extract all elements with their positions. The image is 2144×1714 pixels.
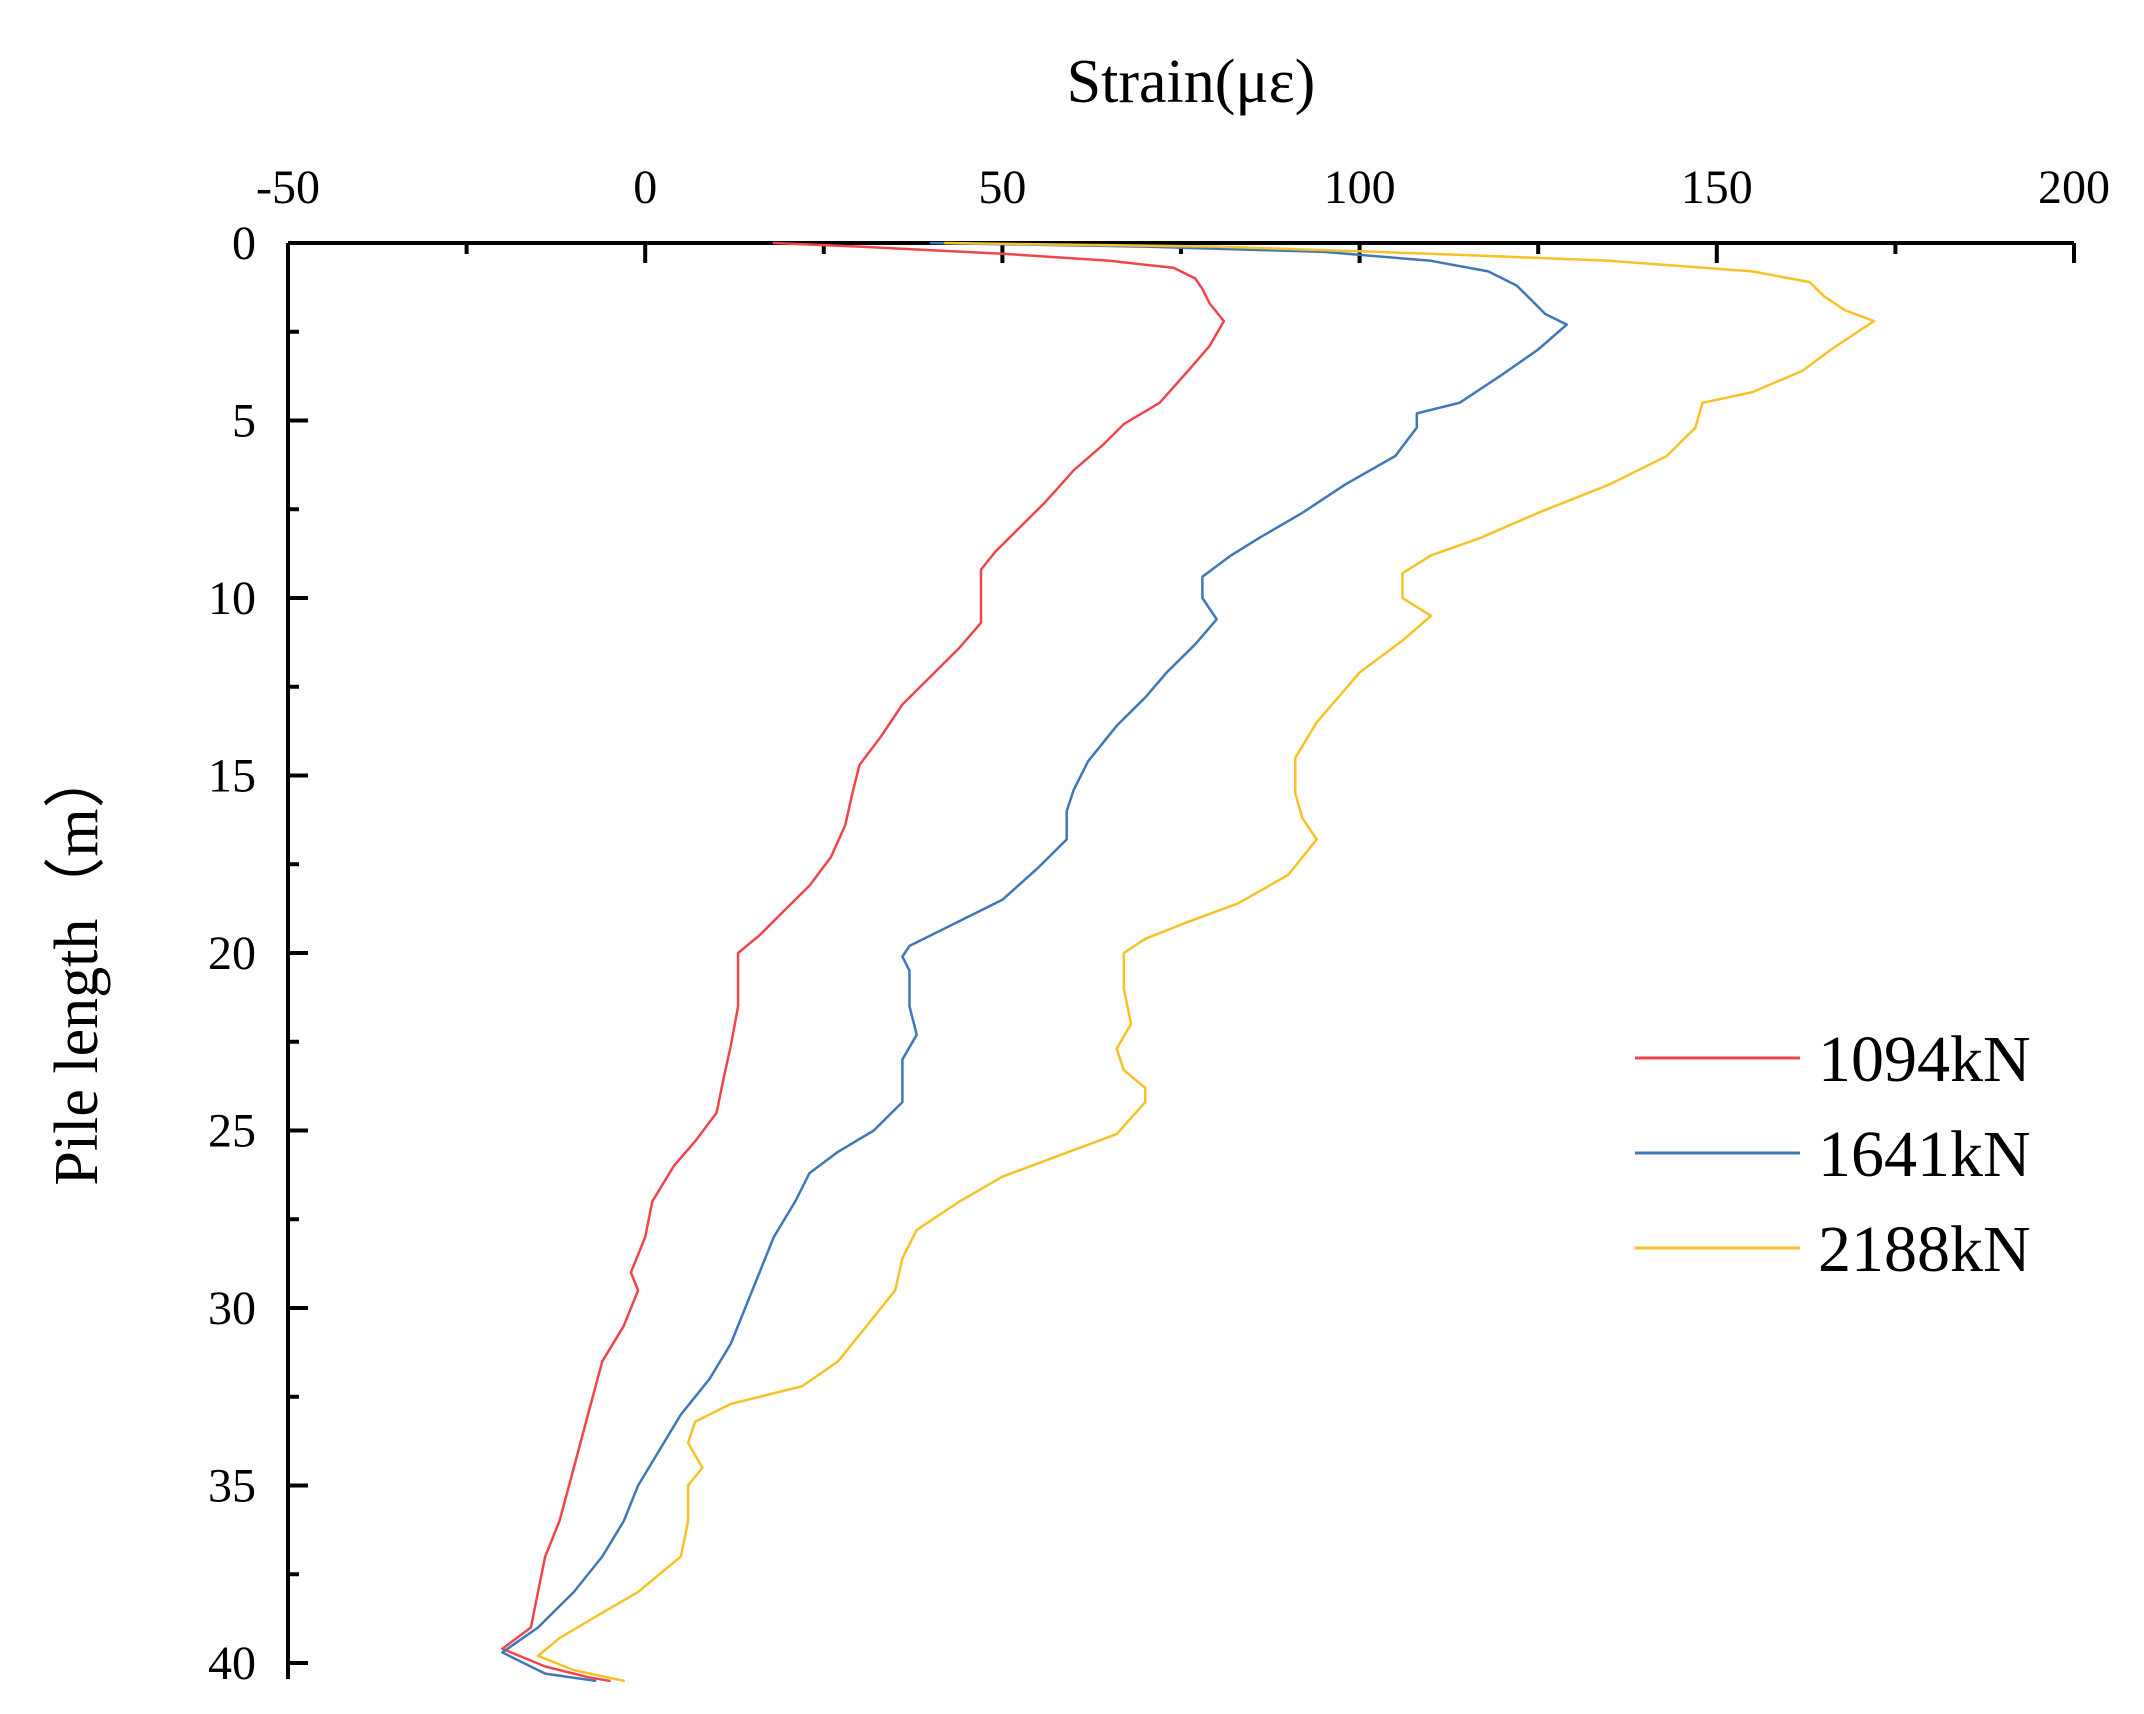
x-tick-label: 50	[978, 161, 1026, 214]
y-tick-label: 20	[208, 927, 256, 980]
legend-label-1094kN: 1094kN	[1818, 1023, 2031, 1096]
x-tick-label: -50	[256, 161, 320, 214]
legend-label-1641kN: 1641kN	[1818, 1118, 2031, 1191]
legend-label-2188kN: 2188kN	[1818, 1213, 2031, 1286]
y-tick-label: 15	[208, 750, 256, 803]
x-axis-title: Strain(με)	[1067, 48, 1316, 116]
y-tick-label: 25	[208, 1105, 256, 1158]
y-tick-label: 10	[208, 572, 256, 625]
series-line-1641kN	[501, 241, 1569, 1683]
y-tick-label: 35	[208, 1460, 256, 1513]
x-tick-label: 200	[2038, 161, 2110, 214]
y-tick-label: 5	[232, 395, 256, 448]
x-tick-label: 150	[1681, 161, 1753, 214]
y-tick-label: 0	[232, 217, 256, 270]
x-tick-label: 0	[633, 161, 657, 214]
y-tick-label: 30	[208, 1282, 256, 1335]
series-layer	[501, 241, 1876, 1683]
series-line-2188kN	[536, 241, 1876, 1683]
series-line-1094kN	[501, 241, 1226, 1683]
x-tick-label: 100	[1324, 161, 1396, 214]
y-axis-title: Pile length（m）	[43, 746, 111, 1185]
legend: 1094kN 1641kN 2188kN	[1635, 1023, 2031, 1286]
y-tick-label: 40	[208, 1637, 256, 1690]
